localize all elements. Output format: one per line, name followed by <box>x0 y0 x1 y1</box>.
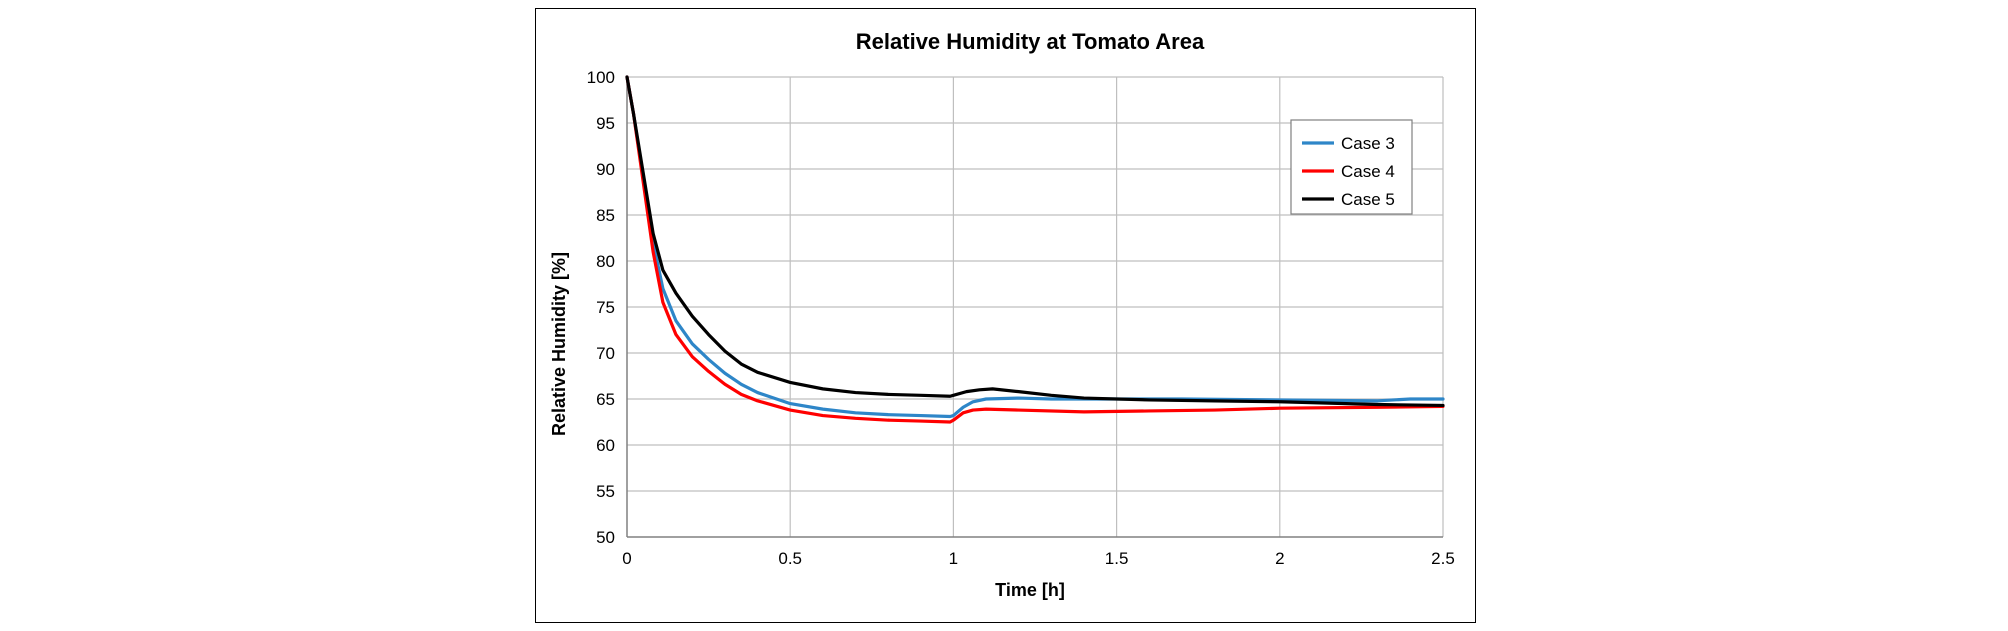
y-axis-label: Relative Humidity [%] <box>549 252 569 436</box>
y-tick-label: 65 <box>596 390 615 409</box>
y-tick-label: 55 <box>596 482 615 501</box>
x-axis-label: Time [h] <box>995 580 1065 600</box>
y-tick-label: 70 <box>596 344 615 363</box>
series-line-case-4 <box>625 75 1445 424</box>
y-tick-label: 60 <box>596 436 615 455</box>
chart-frame: Relative Humidity at Tomato Area 50 55 60 6… <box>535 8 1476 623</box>
legend-label: Case 4 <box>1341 162 1395 181</box>
y-tick-label: 85 <box>596 206 615 225</box>
chart-svg: Relative Humidity at Tomato Area 50 55 60 6… <box>549 29 1455 600</box>
y-tick-label: 90 <box>596 160 615 179</box>
y-tick-label: 80 <box>596 252 615 271</box>
series-layer <box>625 75 1445 424</box>
x-tick-label: 0 <box>622 549 631 568</box>
y-tick-label: 75 <box>596 298 615 317</box>
legend-items: Case 3 Case 4 Case 5 <box>1302 134 1395 209</box>
tick-layer: 50 55 60 65 70 75 80 85 90 95 100 0 0.5 1 1.5 2 2.5 <box>587 68 1455 568</box>
x-tick-label: 2 <box>1275 549 1284 568</box>
y-tick-label: 100 <box>587 68 615 87</box>
x-tick-label: 1 <box>949 549 958 568</box>
x-tick-label: 1.5 <box>1105 549 1129 568</box>
x-tick-label: 0.5 <box>778 549 802 568</box>
y-tick-label: 95 <box>596 114 615 133</box>
x-tick-label: 2.5 <box>1431 549 1455 568</box>
legend-label: Case 5 <box>1341 190 1395 209</box>
y-tick-label: 50 <box>596 528 615 547</box>
legend: Case 3 Case 4 Case 5 <box>1290 119 1413 215</box>
chart-title: Relative Humidity at Tomato Area <box>856 29 1205 54</box>
grid-layer <box>626 76 1444 538</box>
series-line-case-5 <box>625 75 1445 408</box>
legend-label: Case 3 <box>1341 134 1395 153</box>
